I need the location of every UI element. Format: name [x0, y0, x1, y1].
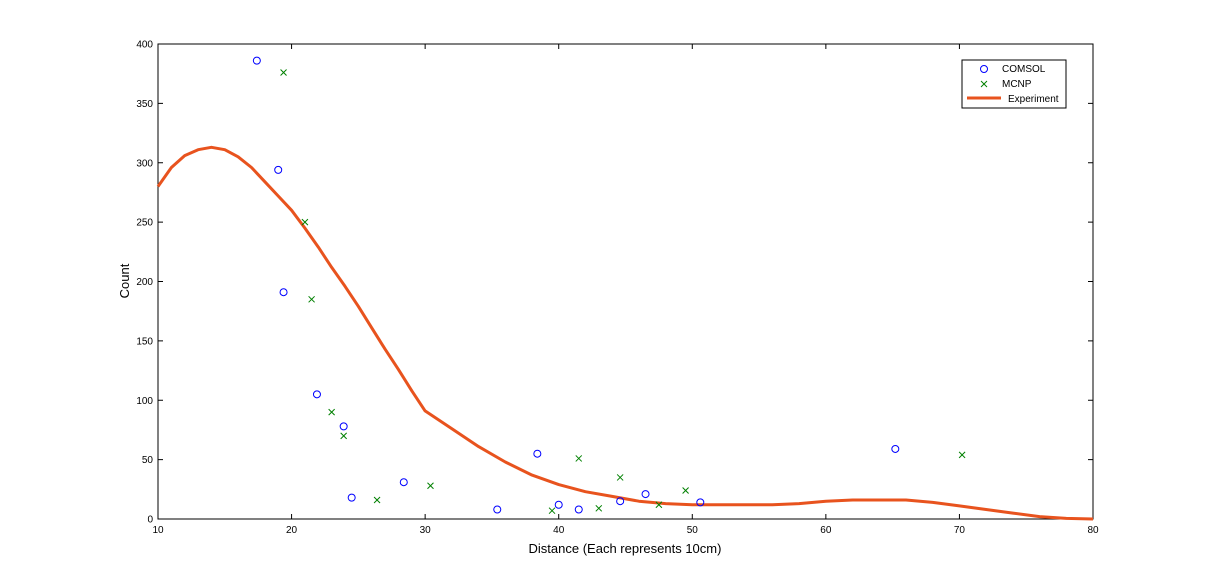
x-tick-label: 80: [1087, 525, 1099, 536]
y-tick-label: 200: [136, 277, 153, 288]
mcnp-point: [373, 496, 381, 504]
y-tick-label: 150: [136, 336, 153, 347]
legend-comsol-label: COMSOL: [1002, 64, 1046, 75]
experiment-line: [156, 145, 1094, 521]
x-tick-label: 20: [286, 525, 298, 536]
comsol-point: [696, 498, 705, 507]
legend-mcnp-label: MCNP: [1002, 79, 1032, 90]
y-axis-ticks: 0 50 100 150 200 250 300 350 400: [136, 40, 1093, 526]
x-tick-label: 40: [553, 525, 565, 536]
mcnp-point: [682, 487, 689, 494]
comsol-point: [641, 490, 650, 499]
mcnp-point: [548, 507, 556, 515]
mcnp-point: [340, 432, 348, 440]
y-axis-label: Count: [117, 263, 132, 298]
x-tick-label: 60: [820, 525, 832, 536]
mcnp-point: [427, 482, 434, 490]
mcnp-point: [958, 451, 966, 459]
x-tick-label: 10: [152, 525, 164, 536]
comsol-point: [891, 444, 900, 453]
mcnp-point: [575, 455, 583, 462]
y-tick-label: 300: [136, 158, 153, 169]
y-tick-label: 400: [136, 40, 153, 51]
comsol-point: [574, 505, 583, 514]
legend-mcnp-marker: [980, 80, 988, 88]
legend-comsol-marker: [980, 65, 988, 73]
comsol-point: [339, 422, 348, 431]
y-tick-label: 250: [136, 218, 153, 229]
legend: COMSOL MCNP Experiment: [961, 59, 1067, 109]
mcnp-point: [301, 218, 309, 226]
comsol-point: [399, 478, 408, 487]
y-tick-label: 100: [136, 396, 153, 407]
plot-area: [157, 43, 1094, 520]
comsol-point: [347, 493, 356, 502]
comsol-point: [274, 165, 283, 174]
x-tick-label: 30: [420, 525, 432, 536]
comsol-point: [252, 56, 261, 65]
x-tick-label: 50: [687, 525, 699, 536]
x-tick-label: 70: [954, 525, 966, 536]
mcnp-point: [616, 474, 624, 481]
mcnp-point: [655, 501, 663, 509]
mcnp-point: [308, 295, 315, 303]
comsol-point: [533, 449, 542, 458]
mcnp-point: [328, 408, 335, 416]
y-tick-label: 350: [136, 99, 153, 110]
legend-experiment-label: Experiment: [1008, 94, 1059, 105]
comsol-point: [493, 505, 502, 514]
y-tick-label: 50: [142, 455, 154, 466]
y-tick-label: 0: [147, 515, 153, 526]
x-axis-label: Distance (Each represents 10cm): [529, 541, 722, 556]
legend-box: [961, 59, 1067, 109]
series-layer: [156, 56, 1094, 521]
comsol-point: [279, 288, 288, 297]
comsol-point: [312, 390, 321, 399]
mcnp-point: [595, 504, 603, 512]
comsol-point: [554, 500, 563, 509]
mcnp-point: [280, 69, 287, 76]
x-axis-ticks: 10 20 30 40 50 60 70 80: [152, 44, 1099, 536]
comsol-point: [616, 497, 625, 506]
